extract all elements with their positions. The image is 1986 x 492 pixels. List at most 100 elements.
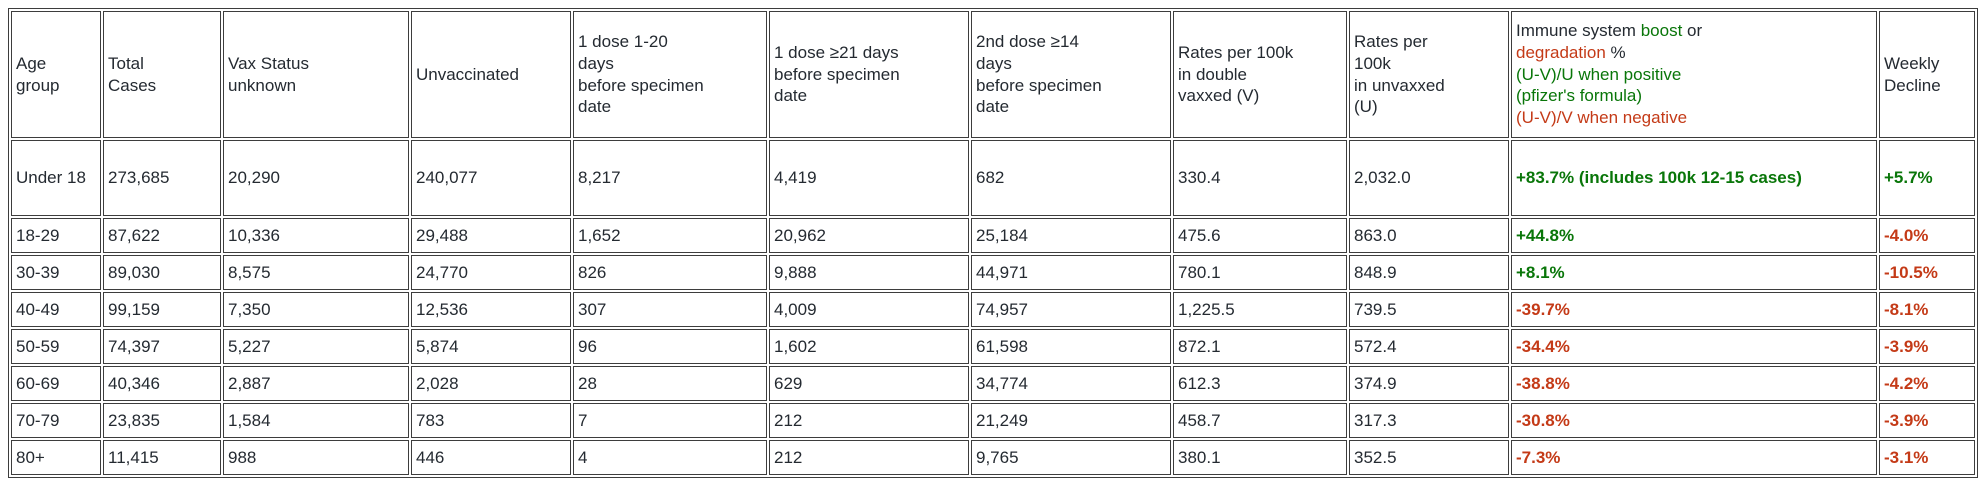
cell-immune: -7.3% — [1511, 440, 1877, 475]
cell-rate_u: 374.9 — [1349, 366, 1509, 401]
cell-dose2_14: 34,774 — [971, 366, 1171, 401]
cell-dose1_1_20: 28 — [573, 366, 767, 401]
column-header-unknown: Vax Status unknown — [223, 11, 409, 138]
cell-immune: +83.7% (includes 100k 12-15 cases) — [1511, 140, 1877, 216]
column-header-rate_u: Rates per 100k in unvaxxed (U) — [1349, 11, 1509, 138]
cell-unknown: 7,350 — [223, 292, 409, 327]
cell-dose1_21: 212 — [769, 403, 969, 438]
cell-weekly: -3.9% — [1879, 329, 1975, 364]
cell-unknown: 988 — [223, 440, 409, 475]
cell-unvaccinated: 29,488 — [411, 218, 571, 253]
cell-total: 99,159 — [103, 292, 221, 327]
cell-unvaccinated: 783 — [411, 403, 571, 438]
column-header-total: Total Cases — [103, 11, 221, 138]
cell-age: 40-49 — [11, 292, 101, 327]
cell-total: 273,685 — [103, 140, 221, 216]
cell-dose2_14: 9,765 — [971, 440, 1171, 475]
cell-dose1_21: 4,419 — [769, 140, 969, 216]
cell-rate_v: 475.6 — [1173, 218, 1347, 253]
cell-weekly: -3.9% — [1879, 403, 1975, 438]
cell-weekly: -3.1% — [1879, 440, 1975, 475]
cell-dose1_1_20: 4 — [573, 440, 767, 475]
immune-header-segment: (U-V)/U when positive — [1516, 64, 1682, 84]
table-row: 50-59 74,397 5,227 5,874 96 1,602 61,598 872.1 5… — [11, 329, 1975, 364]
cell-age: 60-69 — [11, 366, 101, 401]
column-header-age: Age group — [11, 11, 101, 138]
cell-rate_u: 739.5 — [1349, 292, 1509, 327]
cell-age: Under 18 — [11, 140, 101, 216]
cell-unvaccinated: 2,028 — [411, 366, 571, 401]
cell-unknown: 10,336 — [223, 218, 409, 253]
cell-dose1_1_20: 96 — [573, 329, 767, 364]
column-header-unvaccinated: Unvaccinated — [411, 11, 571, 138]
cell-weekly: -4.2% — [1879, 366, 1975, 401]
cell-rate_v: 458.7 — [1173, 403, 1347, 438]
cell-weekly: -4.0% — [1879, 218, 1975, 253]
immune-header-segment: (pfizer's formula) — [1516, 86, 1643, 106]
immune-header-line: (U-V)/V when negative — [1516, 107, 1872, 129]
cell-age: 80+ — [11, 440, 101, 475]
cell-unknown: 5,227 — [223, 329, 409, 364]
cell-total: 74,397 — [103, 329, 221, 364]
cell-immune: -30.8% — [1511, 403, 1877, 438]
immune-header-segment: degradation — [1516, 42, 1606, 62]
cell-dose1_21: 212 — [769, 440, 969, 475]
column-header-weekly: Weekly Decline — [1879, 11, 1975, 138]
cell-unknown: 1,584 — [223, 403, 409, 438]
cell-age: 50-59 — [11, 329, 101, 364]
immune-header-line: Immune system boost or — [1516, 20, 1872, 42]
cell-dose2_14: 61,598 — [971, 329, 1171, 364]
cell-immune: -34.4% — [1511, 329, 1877, 364]
cell-age: 30-39 — [11, 255, 101, 290]
cell-dose1_1_20: 826 — [573, 255, 767, 290]
cell-dose1_21: 629 — [769, 366, 969, 401]
cell-rate_u: 848.9 — [1349, 255, 1509, 290]
immune-header-segment: (U-V)/V when negative — [1516, 108, 1688, 128]
cell-age: 18-29 — [11, 218, 101, 253]
cell-immune: -39.7% — [1511, 292, 1877, 327]
cell-unvaccinated: 240,077 — [411, 140, 571, 216]
table-row: 60-69 40,346 2,887 2,028 28 629 34,774 612.3 374… — [11, 366, 1975, 401]
immune-header-line: (U-V)/U when positive — [1516, 64, 1872, 86]
table-row: 80+ 11,415 988 446 4 212 9,765 380.1 352.5 -7.3% -… — [11, 440, 1975, 475]
cell-unvaccinated: 446 — [411, 440, 571, 475]
cell-weekly: +5.7% — [1879, 140, 1975, 216]
cell-dose1_1_20: 8,217 — [573, 140, 767, 216]
cell-dose1_21: 4,009 — [769, 292, 969, 327]
cell-total: 87,622 — [103, 218, 221, 253]
cell-unvaccinated: 24,770 — [411, 255, 571, 290]
cell-dose2_14: 682 — [971, 140, 1171, 216]
cell-dose1_21: 9,888 — [769, 255, 969, 290]
cell-immune: +44.8% — [1511, 218, 1877, 253]
cell-unvaccinated: 5,874 — [411, 329, 571, 364]
cell-rate_v: 780.1 — [1173, 255, 1347, 290]
table-row: 30-39 89,030 8,575 24,770 826 9,888 44,971 780.… — [11, 255, 1975, 290]
table-row: Under 18 273,685 20,290 240,077 8,217 4,419 68… — [11, 140, 1975, 216]
cell-dose1_1_20: 1,652 — [573, 218, 767, 253]
cell-dose2_14: 21,249 — [971, 403, 1171, 438]
cell-dose2_14: 44,971 — [971, 255, 1171, 290]
cell-rate_u: 317.3 — [1349, 403, 1509, 438]
immune-header-line: (pfizer's formula) — [1516, 85, 1872, 107]
cell-rate_v: 612.3 — [1173, 366, 1347, 401]
cell-dose1_21: 20,962 — [769, 218, 969, 253]
cell-rate_v: 872.1 — [1173, 329, 1347, 364]
cell-dose1_21: 1,602 — [769, 329, 969, 364]
cell-rate_u: 2,032.0 — [1349, 140, 1509, 216]
table-header-row: Age group Total Cases Vax Status unknown Un… — [11, 11, 1975, 138]
table-row: 70-79 23,835 1,584 783 7 212 21,249 458.7 317.3-… — [11, 403, 1975, 438]
cell-rate_u: 572.4 — [1349, 329, 1509, 364]
cell-unvaccinated: 12,536 — [411, 292, 571, 327]
cell-rate_u: 352.5 — [1349, 440, 1509, 475]
cell-immune: +8.1% — [1511, 255, 1877, 290]
cell-total: 23,835 — [103, 403, 221, 438]
cell-rate_u: 863.0 — [1349, 218, 1509, 253]
immune-header-line: degradation % — [1516, 42, 1872, 64]
cell-dose1_1_20: 7 — [573, 403, 767, 438]
cell-total: 11,415 — [103, 440, 221, 475]
immune-header-segment: or — [1682, 21, 1703, 41]
column-header-immune: Immune system boost or degradation % (U-V)… — [1511, 11, 1877, 138]
cell-weekly: -10.5% — [1879, 255, 1975, 290]
cell-total: 40,346 — [103, 366, 221, 401]
